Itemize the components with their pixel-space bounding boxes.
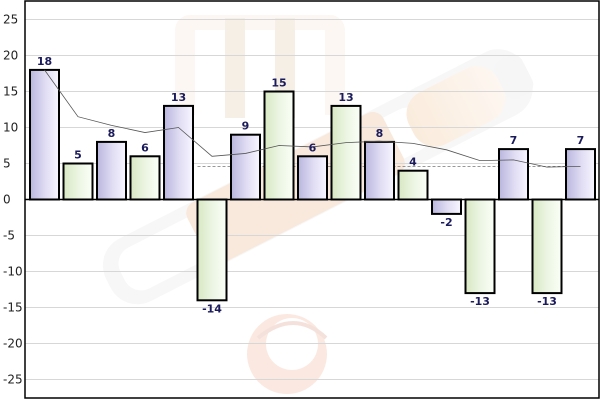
bar-value-label: 7 [577,134,585,147]
bar [464,198,496,295]
bar [230,133,261,201]
y-tick-label: 20 [3,49,18,63]
y-axis-tick-labels: -25 -20 -15 -10 -5 0 5 10 15 20 25 [3,13,23,387]
y-tick-label: 5 [3,157,11,171]
bar-value-label: 4 [409,156,417,169]
bar-value-label: -2 [440,216,452,229]
bar [62,162,94,201]
bar-value-label: 9 [242,120,250,133]
bar [29,68,60,201]
bar [565,148,596,201]
y-tick-label: -10 [3,265,23,279]
trend-line-group [44,69,581,168]
bar [129,155,161,201]
y-tick-label: -5 [3,229,15,243]
y-tick-label: 25 [3,13,18,27]
bar [196,198,228,302]
bar [297,155,328,201]
bar-value-label: 8 [108,127,116,140]
y-tick-label: 0 [3,193,11,207]
bar [96,140,127,201]
bar [364,140,395,201]
y-tick-label: 10 [3,121,18,135]
bar-value-label: 15 [271,77,286,90]
bar-value-label: 13 [338,91,353,104]
bar-value-label: 7 [510,134,518,147]
data-labels: 18 5 8 6 13 -14 9 15 6 13 8 4 -2 -13 7 -13 7 [37,55,584,315]
bar-value-label: 8 [376,127,384,140]
y-tick-label: -25 [3,373,23,387]
bar [431,198,462,215]
bar [397,169,429,201]
y-tick-label: -15 [3,301,23,315]
bar [498,148,529,201]
bars-group [29,68,596,302]
bar-value-label: 6 [309,141,317,154]
y-tick-label: 15 [3,85,18,99]
bar-value-label: 18 [37,55,52,68]
bar [531,198,563,295]
bar-value-label: -13 [537,295,557,308]
y-tick-label: -20 [3,337,23,351]
bar-value-label: -14 [202,302,222,315]
bar-value-label: 13 [171,91,186,104]
moving-average-line [44,69,581,168]
bar [330,104,362,201]
bar [263,90,295,201]
plot-border [24,0,600,399]
bar [163,104,194,201]
bar-value-label: 6 [141,141,149,154]
bar-value-label: 5 [74,149,82,162]
bar-value-label: -13 [470,295,490,308]
